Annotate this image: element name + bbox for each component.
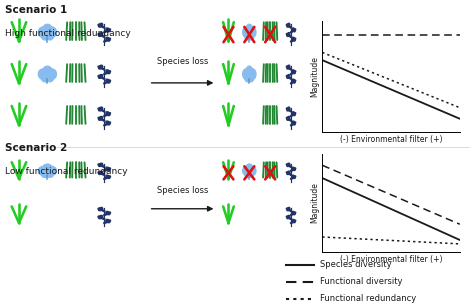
Circle shape [243, 69, 249, 79]
Ellipse shape [106, 212, 110, 215]
Ellipse shape [287, 216, 290, 219]
Ellipse shape [99, 116, 103, 120]
Circle shape [249, 69, 256, 79]
Ellipse shape [287, 75, 290, 78]
Circle shape [41, 170, 49, 177]
Circle shape [245, 170, 250, 177]
Text: Functional redundancy: Functional redundancy [319, 294, 416, 303]
Ellipse shape [99, 107, 103, 111]
Circle shape [246, 66, 253, 77]
Ellipse shape [287, 208, 290, 211]
Circle shape [41, 73, 49, 82]
Ellipse shape [99, 216, 103, 219]
Circle shape [243, 166, 249, 175]
Ellipse shape [106, 121, 110, 125]
Circle shape [245, 32, 250, 40]
Ellipse shape [106, 37, 110, 41]
Circle shape [248, 32, 254, 40]
Circle shape [38, 69, 47, 79]
Ellipse shape [292, 112, 295, 116]
Y-axis label: Magnitude: Magnitude [310, 182, 319, 223]
Circle shape [248, 170, 254, 177]
Ellipse shape [106, 112, 110, 116]
Ellipse shape [106, 175, 110, 178]
Ellipse shape [99, 163, 103, 166]
Ellipse shape [287, 107, 290, 111]
Text: High functional redundancy: High functional redundancy [5, 29, 130, 38]
Ellipse shape [99, 208, 103, 211]
Ellipse shape [99, 23, 103, 27]
Text: Species loss: Species loss [157, 57, 208, 66]
Text: Scenario 1: Scenario 1 [5, 5, 67, 15]
Ellipse shape [292, 79, 295, 83]
Circle shape [248, 73, 254, 82]
Ellipse shape [287, 33, 290, 37]
X-axis label: (-) Environmental filter (+): (-) Environmental filter (+) [340, 135, 442, 144]
Text: Functional diversity: Functional diversity [319, 277, 402, 286]
Circle shape [46, 170, 54, 177]
Ellipse shape [292, 212, 295, 215]
Ellipse shape [292, 70, 295, 74]
Circle shape [47, 27, 56, 37]
Ellipse shape [292, 175, 295, 178]
Ellipse shape [287, 163, 290, 166]
Circle shape [47, 166, 56, 175]
Circle shape [38, 27, 47, 37]
Circle shape [38, 166, 47, 175]
X-axis label: (-) Environmental filter (+): (-) Environmental filter (+) [340, 255, 442, 263]
Circle shape [43, 24, 52, 36]
Text: Species diversity: Species diversity [319, 260, 391, 270]
Ellipse shape [287, 171, 290, 174]
Circle shape [47, 69, 56, 79]
Ellipse shape [292, 121, 295, 125]
Ellipse shape [106, 70, 110, 74]
Circle shape [243, 27, 249, 37]
Circle shape [43, 66, 52, 77]
Ellipse shape [287, 23, 290, 27]
Ellipse shape [99, 33, 103, 37]
Ellipse shape [287, 116, 290, 120]
Text: Low functional redundancy: Low functional redundancy [5, 167, 128, 176]
Circle shape [46, 32, 54, 40]
Circle shape [246, 24, 253, 36]
Ellipse shape [106, 28, 110, 32]
Ellipse shape [106, 220, 110, 223]
Circle shape [46, 73, 54, 82]
Ellipse shape [99, 75, 103, 78]
Ellipse shape [106, 167, 110, 170]
Ellipse shape [99, 65, 103, 69]
Ellipse shape [292, 28, 295, 32]
Ellipse shape [292, 37, 295, 41]
Ellipse shape [287, 65, 290, 69]
Circle shape [249, 166, 256, 175]
Ellipse shape [292, 167, 295, 170]
Circle shape [41, 32, 49, 40]
Y-axis label: Magnitude: Magnitude [310, 56, 319, 97]
Ellipse shape [292, 220, 295, 223]
Circle shape [43, 164, 52, 174]
Text: Scenario 2: Scenario 2 [5, 143, 67, 153]
Ellipse shape [99, 171, 103, 174]
Circle shape [245, 73, 250, 82]
Text: Species loss: Species loss [157, 186, 208, 195]
Circle shape [246, 164, 253, 174]
Ellipse shape [106, 79, 110, 83]
Circle shape [249, 27, 256, 37]
